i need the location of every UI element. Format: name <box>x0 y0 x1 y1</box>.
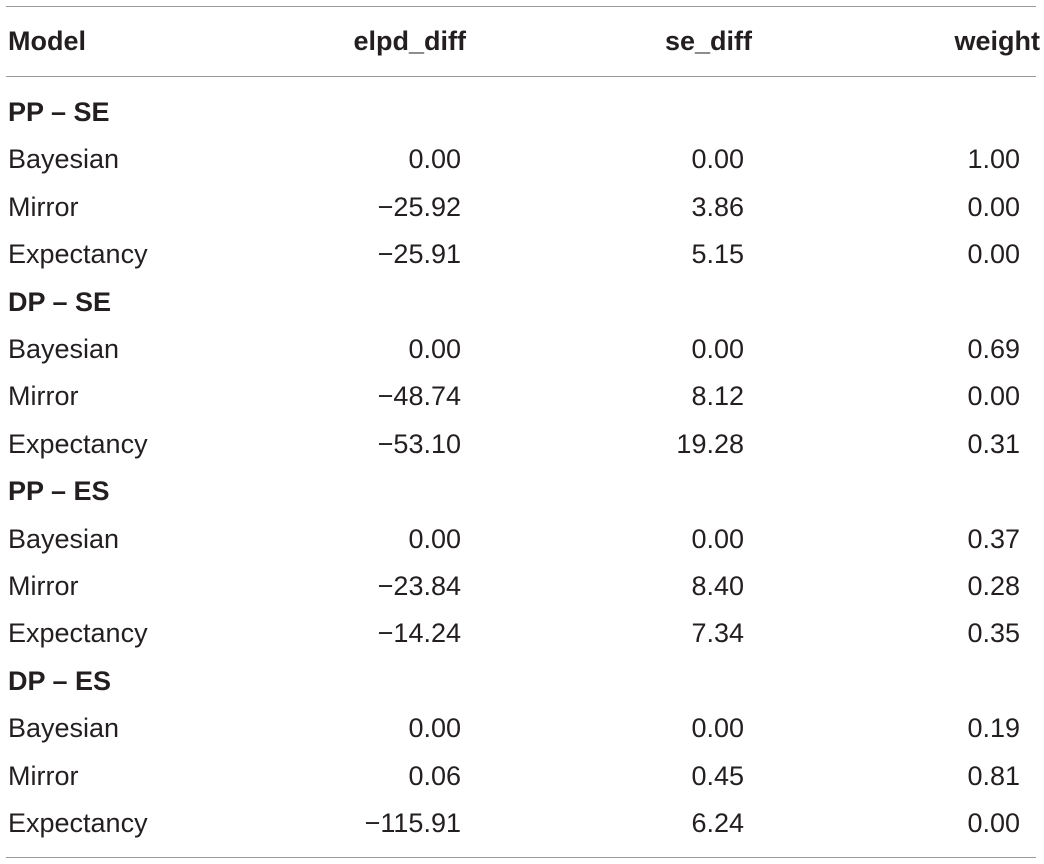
weight-cell: 0.00 <box>967 808 1020 838</box>
elpd-diff-cell: −115.91 <box>364 808 461 838</box>
weight-cell: 0.37 <box>967 523 1020 554</box>
weight-cell: 0.69 <box>967 334 1020 364</box>
se-diff-cell: 5.15 <box>691 239 744 270</box>
header-weight: weight <box>954 26 1041 56</box>
group-title-row: DP – SE <box>0 279 1044 326</box>
se-diff-cell: 8.40 <box>691 571 744 601</box>
group-title: DP – SE <box>8 286 112 317</box>
group-title-row: PP – ES <box>0 468 1044 515</box>
elpd-diff-cell: 0.00 <box>408 523 461 554</box>
weight-cell: 0.31 <box>967 428 1020 459</box>
model-cell: Bayesian <box>8 334 120 364</box>
model-cell: Expectancy <box>8 239 148 270</box>
table-row: Expectancy −14.24 7.34 0.35 <box>0 610 1044 657</box>
table-row: Expectancy −25.91 5.15 0.00 <box>0 231 1044 278</box>
weight-cell: 0.81 <box>967 760 1020 791</box>
se-diff-cell: 0.00 <box>691 713 744 744</box>
weight-cell: 0.00 <box>967 381 1020 412</box>
table-row: Bayesian 0.00 0.00 0.69 <box>0 326 1044 373</box>
se-diff-cell: 0.00 <box>691 523 744 554</box>
elpd-diff-cell: 0.00 <box>408 334 461 364</box>
model-cell: Expectancy <box>8 808 148 838</box>
model-cell: Mirror <box>8 191 79 222</box>
elpd-diff-cell: −25.91 <box>377 239 461 270</box>
model-cell: Expectancy <box>8 428 148 459</box>
weight-cell: 0.00 <box>967 239 1020 270</box>
se-diff-cell: 7.34 <box>691 618 744 649</box>
se-diff-cell: 19.28 <box>676 428 744 459</box>
model-cell: Mirror <box>8 760 79 791</box>
model-cell: Bayesian <box>8 144 120 175</box>
weight-cell: 0.35 <box>967 618 1020 649</box>
group-title: PP – ES <box>8 476 110 507</box>
model-cell: Bayesian <box>8 523 120 554</box>
table-row: Bayesian 0.00 0.00 1.00 <box>0 136 1044 183</box>
model-cell: Mirror <box>8 381 79 412</box>
se-diff-cell: 6.24 <box>691 808 744 838</box>
group-title-row: PP – SE <box>0 89 1044 136</box>
model-cell: Expectancy <box>8 618 148 649</box>
bottom-rule <box>6 857 1036 858</box>
group-title-row: DP – ES <box>0 658 1044 705</box>
elpd-diff-cell: 0.06 <box>408 760 461 791</box>
weight-cell: 0.19 <box>967 713 1020 744</box>
table-row: Bayesian 0.00 0.00 0.19 <box>0 705 1044 752</box>
elpd-diff-cell: −25.92 <box>377 191 461 222</box>
se-diff-cell: 0.00 <box>691 144 744 175</box>
table-row: Mirror −48.74 8.12 0.00 <box>0 373 1044 420</box>
group-title: PP – SE <box>8 97 110 127</box>
weight-cell: 1.00 <box>967 144 1020 175</box>
table-row: Expectancy −115.91 6.24 0.00 <box>0 800 1044 847</box>
weight-cell: 0.28 <box>967 571 1020 601</box>
table-header-row: Model elpd_diff se_diff weight <box>0 18 1044 65</box>
table-row: Mirror 0.06 0.45 0.81 <box>0 753 1044 800</box>
header-model: Model <box>8 26 86 56</box>
elpd-diff-cell: −53.10 <box>377 428 461 459</box>
top-rule <box>6 6 1036 7</box>
table-row: Mirror −25.92 3.86 0.00 <box>0 184 1044 231</box>
table-row: Bayesian 0.00 0.00 0.37 <box>0 516 1044 563</box>
table-row: Mirror −23.84 8.40 0.28 <box>0 563 1044 610</box>
elpd-diff-cell: 0.00 <box>408 144 461 175</box>
header-rule <box>6 76 1036 77</box>
elpd-diff-cell: −14.24 <box>377 618 461 649</box>
elpd-diff-cell: −48.74 <box>377 381 461 412</box>
se-diff-cell: 0.45 <box>691 760 744 791</box>
header-elpd-diff: elpd_diff <box>353 26 467 56</box>
model-cell: Bayesian <box>8 713 120 744</box>
elpd-diff-cell: 0.00 <box>408 713 461 744</box>
weight-cell: 0.00 <box>967 191 1020 222</box>
model-cell: Mirror <box>8 571 79 601</box>
group-title: DP – ES <box>8 665 112 696</box>
se-diff-cell: 8.12 <box>691 381 744 412</box>
se-diff-cell: 0.00 <box>691 334 744 364</box>
se-diff-cell: 3.86 <box>691 191 744 222</box>
table-row: Expectancy −53.10 19.28 0.31 <box>0 421 1044 468</box>
header-se-diff: se_diff <box>664 26 752 56</box>
elpd-diff-cell: −23.84 <box>377 571 461 601</box>
